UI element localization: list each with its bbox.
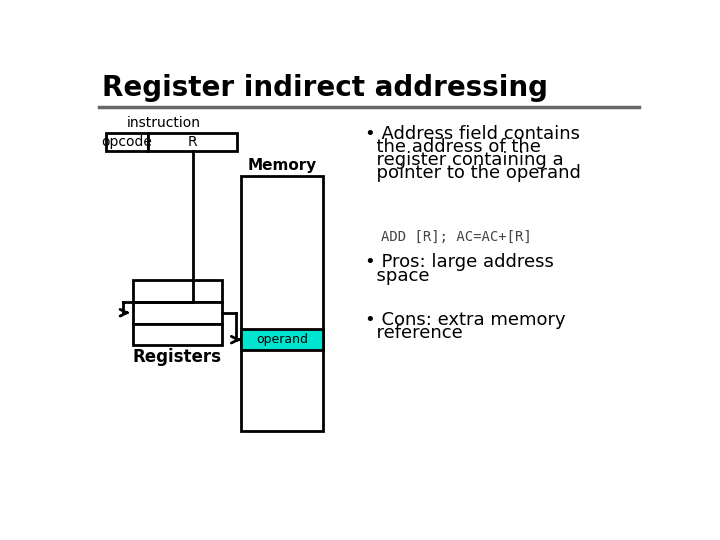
- Text: • Cons: extra memory: • Cons: extra memory: [365, 311, 566, 329]
- Bar: [132, 323, 222, 345]
- Text: pointer to the operand: pointer to the operand: [365, 164, 581, 182]
- Text: instruction: instruction: [127, 116, 201, 130]
- Text: register containing a: register containing a: [365, 151, 564, 169]
- Text: • Address field contains: • Address field contains: [365, 125, 580, 143]
- Text: reference: reference: [365, 325, 463, 342]
- Text: Registers: Registers: [132, 348, 222, 367]
- Text: Memory: Memory: [247, 158, 316, 173]
- Bar: [241, 177, 323, 430]
- Text: the address of the: the address of the: [365, 138, 541, 156]
- Text: operand: operand: [256, 333, 308, 346]
- Text: • Pros: large address: • Pros: large address: [365, 253, 554, 272]
- Bar: [132, 302, 222, 323]
- Text: space: space: [365, 267, 430, 285]
- Text: R: R: [188, 135, 197, 149]
- Bar: [241, 329, 323, 350]
- Text: ADD [R]; AC=AC+[R]: ADD [R]; AC=AC+[R]: [381, 231, 531, 244]
- Bar: [132, 280, 222, 302]
- Text: opcode: opcode: [102, 135, 152, 149]
- Bar: [148, 132, 238, 151]
- Text: Register indirect addressing: Register indirect addressing: [102, 74, 548, 102]
- Bar: [106, 132, 148, 151]
